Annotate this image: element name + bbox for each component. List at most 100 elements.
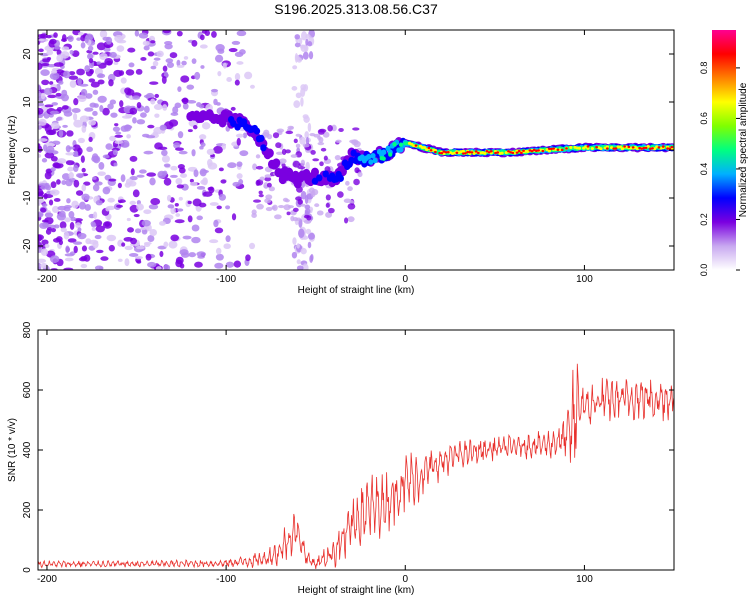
- noise-blob: [94, 265, 104, 270]
- noise-blob: [347, 203, 356, 210]
- noise-blob: [50, 70, 58, 74]
- noise-blob: [155, 266, 162, 270]
- noise-blob: [302, 51, 309, 60]
- noise-blob: [217, 70, 222, 77]
- x-tick-label: 0: [402, 274, 408, 285]
- noise-blob: [347, 216, 355, 223]
- signal-track-blob: [258, 134, 265, 142]
- noise-blob: [317, 129, 325, 135]
- noise-blob: [44, 243, 50, 248]
- noise-blob: [140, 57, 147, 61]
- noise-blob: [53, 198, 61, 202]
- noise-blob: [90, 221, 96, 227]
- noise-blob: [150, 98, 156, 105]
- signal-track-blob: [370, 152, 376, 159]
- noise-blob: [187, 129, 193, 133]
- noise-blob: [302, 114, 309, 119]
- signal-track-blob: [552, 147, 555, 150]
- noise-blob: [253, 199, 262, 203]
- noise-blob: [335, 139, 342, 143]
- noise-blob: [88, 119, 97, 126]
- noise-blob: [124, 245, 133, 251]
- noise-blob: [49, 110, 59, 115]
- noise-blob: [178, 150, 188, 155]
- signal-track-blob: [627, 145, 631, 149]
- signal-track-blob: [494, 151, 497, 155]
- signal-track-blob: [464, 152, 467, 155]
- noise-blob: [136, 245, 145, 250]
- noise-blob: [42, 222, 49, 228]
- noise-blob: [63, 70, 71, 79]
- noise-blob: [272, 204, 278, 211]
- noise-blob: [221, 143, 227, 150]
- noise-blob: [38, 145, 43, 153]
- noise-blob: [170, 234, 180, 242]
- signal-track-blob: [316, 174, 323, 182]
- noise-blob: [298, 37, 303, 45]
- noise-blob: [91, 155, 100, 163]
- noise-blob: [318, 136, 324, 143]
- noise-blob: [49, 81, 54, 85]
- noise-blob: [255, 165, 264, 170]
- noise-blob: [245, 254, 251, 262]
- noise-blob: [162, 30, 171, 34]
- signal-track-blob: [455, 151, 459, 154]
- noise-blob: [265, 206, 273, 212]
- noise-blob: [189, 178, 194, 183]
- noise-blob: [75, 222, 82, 229]
- noise-blob: [180, 173, 188, 178]
- noise-blob: [150, 198, 161, 205]
- noise-blob: [281, 148, 287, 155]
- noise-blob: [140, 227, 147, 231]
- noise-blob: [148, 204, 159, 210]
- noise-blob: [304, 208, 311, 215]
- noise-blob: [105, 45, 111, 49]
- noise-blob: [187, 200, 192, 205]
- noise-blob: [44, 171, 52, 180]
- noise-blob: [200, 65, 205, 69]
- signal-track-blob: [530, 150, 534, 153]
- noise-blob: [153, 103, 163, 111]
- noise-blob: [66, 130, 74, 137]
- noise-blob: [117, 182, 122, 189]
- noise-blob: [145, 253, 152, 261]
- noise-blob: [186, 84, 195, 90]
- noise-blob: [268, 186, 275, 192]
- noise-blob: [93, 211, 98, 219]
- signal-track-blob: [648, 147, 652, 150]
- noise-blob: [300, 190, 307, 200]
- signal-track-blob: [569, 145, 573, 149]
- noise-blob: [258, 194, 264, 198]
- signal-track-blob: [474, 150, 478, 153]
- noise-blob: [300, 84, 307, 91]
- noise-blob: [41, 158, 48, 163]
- signal-track-blob: [427, 146, 431, 150]
- signal-track-blob: [577, 146, 582, 150]
- noise-blob: [67, 238, 77, 243]
- snr-panel: -200 -100 0 100 0 200 400 600 800 Height of str…: [7, 321, 675, 596]
- noise-blob: [42, 58, 51, 63]
- noise-blob: [343, 198, 352, 203]
- noise-blob: [136, 101, 142, 109]
- colorbar-tick-label: 0.0: [699, 264, 709, 277]
- noise-blob: [294, 42, 301, 48]
- signal-track-blob: [429, 149, 433, 152]
- noise-blob: [313, 133, 321, 138]
- noise-blob: [129, 155, 138, 162]
- noise-blob: [196, 215, 203, 221]
- y-tick-label: 0: [22, 567, 33, 573]
- noise-blob: [244, 71, 253, 80]
- noise-blob: [178, 196, 183, 201]
- noise-blob: [133, 213, 140, 218]
- noise-blob: [213, 145, 223, 154]
- signal-track-blob: [440, 152, 444, 155]
- noise-blob: [47, 94, 57, 99]
- noise-blob: [62, 124, 68, 128]
- noise-blob: [142, 40, 150, 46]
- y-tick-label: 20: [22, 48, 33, 60]
- noise-blob: [357, 171, 363, 178]
- noise-blob: [199, 44, 208, 49]
- noise-blob: [293, 138, 298, 144]
- noise-blob: [300, 159, 306, 167]
- noise-blob: [249, 242, 256, 250]
